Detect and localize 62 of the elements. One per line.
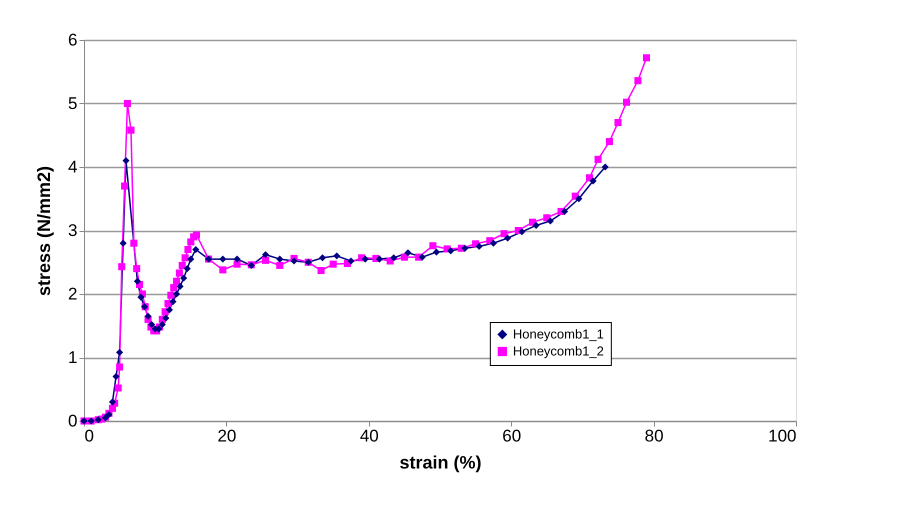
- point: [490, 240, 497, 247]
- point: [404, 249, 412, 256]
- y-tick-label: 1: [68, 348, 78, 367]
- y-tick-label: 5: [68, 94, 78, 113]
- point: [276, 256, 284, 263]
- point: [144, 312, 152, 320]
- point: [176, 282, 184, 290]
- point: [169, 298, 177, 306]
- point: [120, 240, 127, 247]
- point: [575, 195, 582, 202]
- point: [602, 163, 609, 171]
- point: [333, 252, 340, 260]
- point: [116, 348, 124, 356]
- point: [290, 257, 298, 265]
- y-tick-label: 6: [68, 30, 78, 50]
- point: [148, 320, 156, 328]
- point: [476, 242, 483, 250]
- point: [461, 244, 468, 252]
- x-tick-label: 20: [217, 426, 236, 446]
- y-axis-title: stress (N/mm2): [34, 166, 54, 296]
- point: [362, 256, 369, 263]
- point: [122, 157, 130, 164]
- point: [180, 274, 188, 282]
- point: [390, 254, 398, 262]
- point: [137, 294, 144, 301]
- point: [546, 217, 554, 225]
- point: [173, 290, 180, 298]
- point: [162, 314, 170, 322]
- point: [561, 208, 568, 215]
- point: [447, 247, 454, 254]
- point: [192, 246, 200, 254]
- x-tick-label: 80: [644, 426, 664, 446]
- x-tick-label: 40: [360, 426, 379, 446]
- point: [134, 278, 141, 285]
- point: [418, 254, 426, 261]
- point: [112, 373, 120, 380]
- x-tick-label: 0: [84, 426, 94, 446]
- point: [166, 306, 173, 314]
- point: [376, 256, 384, 263]
- point: [187, 256, 194, 263]
- point: [158, 320, 166, 328]
- point: [318, 254, 326, 262]
- point: [262, 251, 270, 258]
- y-tick-label: 0: [68, 412, 78, 430]
- legend-label: Honeycomb1_2: [512, 343, 604, 358]
- point: [532, 222, 540, 229]
- x-axis-title: strain (%): [399, 452, 482, 472]
- x-tick-label: 60: [502, 426, 522, 446]
- point: [108, 398, 116, 406]
- point: [347, 257, 355, 265]
- legend-label: Honeycomb1_1: [512, 326, 604, 342]
- y-tick-label: 4: [68, 158, 78, 176]
- point: [504, 234, 512, 242]
- y-tick-label: 2: [68, 284, 78, 304]
- point: [234, 256, 241, 263]
- point: [432, 248, 440, 256]
- y-tick-label: 3: [68, 221, 78, 240]
- x-tick-label: 100: [768, 426, 796, 446]
- point: [518, 228, 526, 236]
- point: [184, 265, 191, 272]
- point: [219, 256, 226, 263]
- point: [590, 177, 597, 185]
